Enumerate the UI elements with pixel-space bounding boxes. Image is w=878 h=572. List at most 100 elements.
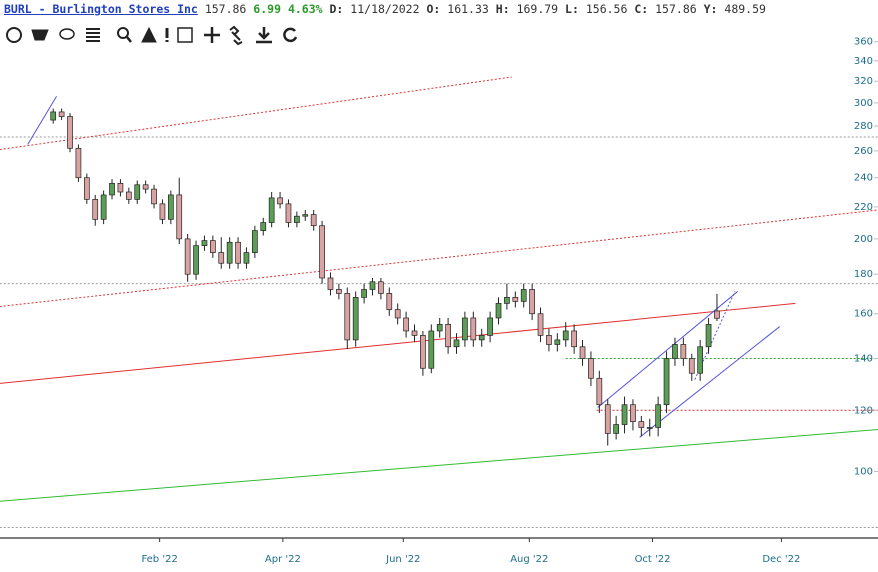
y-tick-label: 100	[854, 466, 873, 477]
y-tick-label: 320	[854, 76, 873, 87]
y-tick-label: 340	[854, 56, 873, 67]
candle-body	[470, 317, 477, 341]
candle-body	[554, 339, 561, 345]
y-tick-label: 140	[854, 354, 873, 365]
candle-body	[100, 194, 107, 220]
candle-body	[67, 116, 73, 149]
x-tick-label: Apr '22	[265, 554, 301, 565]
x-tick-label: Jun '22	[385, 554, 420, 565]
candle-body	[495, 303, 502, 319]
symbol[interactable]: BURL - Burlington Stores Inc	[4, 2, 198, 16]
toolbar	[6, 25, 298, 46]
x-tick-label: Feb '22	[141, 554, 177, 565]
y-tick-label: 240	[854, 173, 873, 184]
dashboard-icon[interactable]	[6, 27, 22, 43]
candle-body	[159, 203, 166, 220]
candle-body	[344, 293, 351, 341]
x-tick-label: Oct '22	[635, 554, 671, 565]
candle-body	[268, 197, 275, 223]
candle-body	[487, 317, 493, 336]
calendar-icon[interactable]	[177, 27, 193, 43]
candle-body	[58, 111, 65, 117]
x-tick-label: Dec '22	[762, 554, 800, 565]
quote-value: 11/18/2022	[350, 2, 420, 16]
candle-body	[252, 230, 258, 253]
quote-value: 169.79	[516, 2, 559, 16]
candle-body	[571, 330, 577, 348]
candle-body	[403, 317, 409, 332]
candle-body	[705, 324, 712, 348]
candle-body	[209, 240, 216, 253]
trend-line	[0, 429, 878, 502]
candle-body	[117, 183, 124, 193]
y-tick-label: 180	[854, 269, 873, 280]
quote-value: 161.33	[447, 2, 489, 16]
candle-body	[310, 214, 317, 227]
candles	[50, 108, 720, 446]
quote-fields: D: 11/18/2022 O: 161.33 H: 169.79 L: 156…	[330, 2, 766, 16]
candle-body	[50, 111, 57, 121]
change: 6.99	[253, 2, 281, 16]
candle-body	[184, 238, 191, 275]
candle-body	[386, 293, 393, 310]
candle-body	[663, 358, 670, 406]
candle-body	[420, 335, 426, 369]
candle-body	[327, 277, 334, 290]
candle-body	[125, 191, 132, 200]
twitter-icon[interactable]	[31, 29, 49, 41]
y-tick-label: 300	[854, 98, 873, 109]
y-tick-label: 260	[854, 146, 873, 157]
candle-body	[75, 147, 82, 179]
download-icon[interactable]	[256, 27, 272, 44]
refresh-icon[interactable]	[283, 27, 298, 43]
candle-body	[83, 177, 90, 200]
candle-body	[167, 194, 174, 220]
candle-body	[453, 339, 460, 348]
x-tick-label: Aug '22	[510, 554, 548, 565]
candle-body	[546, 335, 552, 345]
candle-body	[672, 344, 678, 359]
candle-body	[529, 289, 535, 315]
list-icon[interactable]	[86, 28, 100, 42]
alert-icon[interactable]	[141, 26, 157, 43]
y-tick-label: 220	[854, 202, 873, 213]
candle-body	[218, 252, 225, 264]
trend-line	[0, 76, 512, 151]
trend-line	[0, 302, 796, 384]
link-icon[interactable]	[229, 25, 243, 46]
candle-body	[176, 194, 183, 240]
y-tick-label: 360	[854, 37, 873, 48]
candle-body	[378, 281, 384, 294]
comment-icon[interactable]	[59, 28, 75, 40]
candle-body	[504, 297, 510, 304]
y-tick-label: 200	[854, 234, 873, 245]
candle-body	[562, 330, 569, 341]
candle-body	[462, 317, 468, 341]
last-price: 157.86	[204, 2, 247, 16]
candle-body	[613, 424, 619, 434]
move-icon[interactable]	[204, 27, 220, 43]
quote-label: C:	[634, 2, 649, 16]
search-icon[interactable]	[117, 27, 129, 39]
candle-body	[697, 346, 704, 374]
candle-body	[193, 245, 199, 275]
candle-body	[336, 289, 342, 294]
trend-line	[0, 209, 878, 307]
y-tick-label: 120	[854, 405, 873, 416]
candle-body	[655, 404, 661, 428]
quote-label: O:	[426, 2, 441, 16]
quote-value: 489.59	[724, 2, 766, 16]
quote-label: Y:	[703, 2, 718, 16]
candle-body	[579, 346, 586, 359]
drawings	[0, 76, 878, 529]
candle-body	[226, 241, 233, 264]
candle-body	[352, 297, 359, 341]
candle-body	[134, 184, 141, 200]
candle-body	[302, 214, 309, 217]
candle-body	[394, 309, 401, 319]
candle-body	[235, 241, 241, 264]
quote-label: L:	[565, 2, 579, 16]
candle-body	[285, 203, 292, 223]
